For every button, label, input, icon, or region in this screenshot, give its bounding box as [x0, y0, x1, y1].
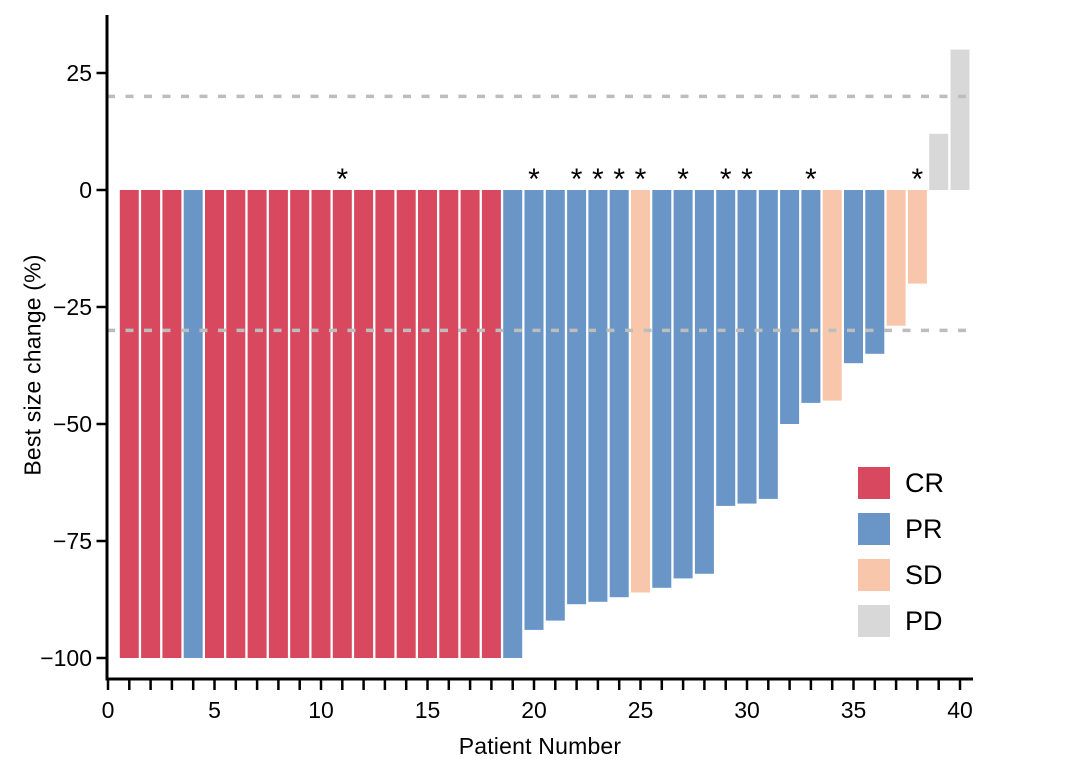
bar-patient-40-pd: [950, 49, 970, 190]
bar-patient-31-pr: [758, 190, 778, 499]
y-axis-title: Best size change (%): [19, 254, 46, 476]
bar-patient-18-cr: [481, 190, 501, 658]
bar-patient-16-cr: [439, 190, 459, 658]
legend-item-sd: SD: [858, 559, 944, 591]
asterisk-marker-patient-24: *: [613, 163, 625, 196]
legend-swatch-cr: [858, 467, 890, 499]
bar-patient-23-pr: [588, 190, 608, 602]
bar-patient-37-sd: [886, 190, 906, 326]
y-tick-label--50: −50: [53, 411, 92, 437]
bar-patient-11-cr: [332, 190, 352, 658]
bar-patient-7-cr: [247, 190, 267, 658]
bar-patient-8-cr: [268, 190, 288, 658]
bar-patient-6-cr: [226, 190, 246, 658]
y-tick-label--75: −75: [53, 528, 92, 554]
legend-item-pd: PD: [858, 605, 944, 637]
x-tick-label-40: 40: [947, 697, 973, 723]
bar-patient-1-cr: [119, 190, 139, 658]
asterisk-marker-patient-38: *: [912, 163, 924, 196]
y-tick-label-25: 25: [66, 60, 92, 86]
x-tick-label-25: 25: [628, 697, 654, 723]
bar-patient-5-cr: [205, 190, 224, 658]
legend-label-cr: CR: [905, 468, 944, 498]
bar-patient-4-pr: [183, 190, 203, 658]
x-tick-label-0: 0: [102, 697, 115, 723]
asterisk-marker-patient-20: *: [528, 163, 540, 196]
x-tick-label-35: 35: [841, 697, 867, 723]
bar-patient-15-cr: [418, 190, 437, 658]
asterisk-marker-patient-23: *: [592, 163, 604, 196]
legend-label-pr: PR: [905, 514, 943, 544]
asterisk-marker-patient-27: *: [677, 163, 689, 196]
asterisk-marker-patient-11: *: [336, 163, 348, 196]
x-tick-label-5: 5: [208, 697, 221, 723]
asterisk-marker-patient-30: *: [741, 163, 753, 196]
asterisk-marker-patient-33: *: [805, 163, 817, 196]
legend-label-pd: PD: [905, 606, 943, 636]
bar-patient-20-pr: [524, 190, 544, 630]
legend-item-pr: PR: [858, 513, 944, 545]
bar-patient-24-pr: [609, 190, 629, 598]
legend: CR PR SD PD: [858, 467, 944, 637]
asterisk-marker-patient-25: *: [635, 163, 647, 196]
bar-patient-14-cr: [396, 190, 416, 658]
bar-patient-36-pr: [865, 190, 885, 354]
x-tick-label-20: 20: [521, 697, 547, 723]
bar-patient-10-cr: [311, 190, 331, 658]
asterisk-marker-patient-29: *: [720, 163, 732, 196]
bar-patient-35-pr: [844, 190, 863, 364]
legend-swatch-pd: [858, 605, 890, 637]
bar-patient-2-cr: [141, 190, 161, 658]
bar-patient-39-pd: [929, 133, 949, 190]
bar-patient-22-pr: [567, 190, 587, 605]
y-tick-label--25: −25: [53, 294, 92, 320]
asterisk-marker-patient-22: *: [571, 163, 583, 196]
bar-patient-25-sd: [631, 190, 650, 593]
bar-patient-34-sd: [822, 190, 842, 401]
x-axis-title: Patient Number: [458, 733, 622, 759]
bar-patient-29-pr: [716, 190, 736, 506]
bar-patient-9-cr: [290, 190, 310, 658]
bar-patient-17-cr: [460, 190, 480, 658]
x-tick-label-10: 10: [308, 697, 334, 723]
y-tick-label-0: 0: [79, 177, 92, 203]
bar-patient-33-pr: [801, 190, 821, 403]
legend-item-cr: CR: [858, 467, 944, 499]
bar-patient-27-pr: [673, 190, 693, 579]
bar-patient-32-pr: [780, 190, 800, 424]
bar-patient-38-sd: [907, 190, 927, 284]
bar-patient-3-cr: [162, 190, 182, 658]
bar-patient-19-pr: [503, 190, 523, 658]
bar-patient-12-cr: [354, 190, 374, 658]
legend-swatch-sd: [858, 559, 890, 591]
bar-patient-28-pr: [694, 190, 714, 574]
x-tick-label-30: 30: [734, 697, 760, 723]
bar-patient-26-pr: [652, 190, 672, 588]
bar-patient-13-cr: [375, 190, 395, 658]
legend-label-sd: SD: [905, 560, 943, 590]
bar-patient-21-pr: [545, 190, 565, 621]
x-tick-label-15: 15: [415, 697, 441, 723]
bar-patient-30-pr: [737, 190, 757, 504]
y-tick-label--100: −100: [40, 645, 92, 671]
legend-swatch-pr: [858, 513, 890, 545]
